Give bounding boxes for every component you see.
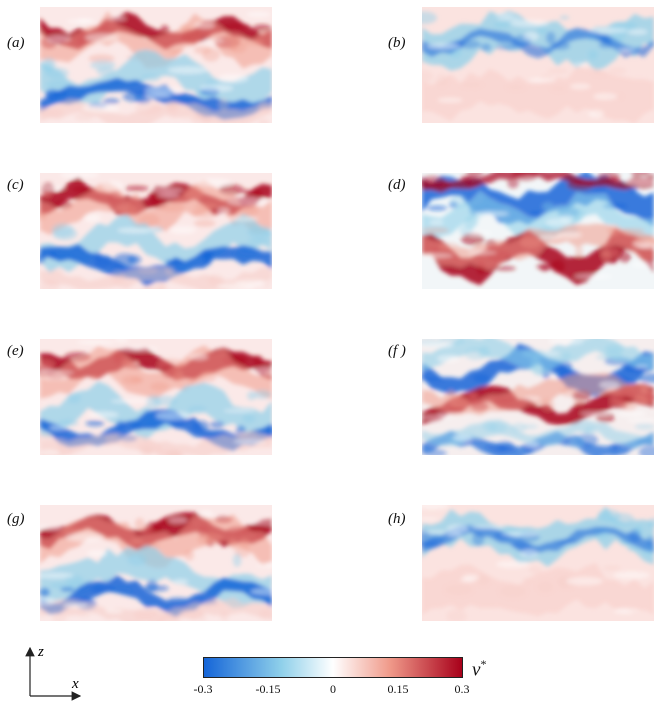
colorbar-title: v* [472,658,486,679]
panel-label-d: (d) [388,177,406,193]
colorbar-tick: 0.3 [454,682,470,696]
colorbar-tick: 0.15 [387,682,409,696]
z-axis-label: z [37,644,44,660]
panel-label-f: (f ) [388,343,406,359]
panel-label-b: (b) [388,35,406,51]
colorbar-tick: 0 [330,682,336,696]
velocity-field-e [40,339,272,455]
colorbar-superscript: * [480,657,487,671]
velocity-field-b [422,7,654,123]
x-axis-label: x [71,676,79,692]
velocity-field-f [422,339,654,455]
velocity-field-d [422,173,654,289]
panel-label-c: (c) [7,177,24,193]
velocity-field-a [40,7,272,123]
panel-label-h: (h) [388,511,406,527]
colorbar-variable: v [472,659,481,681]
colorbar-tick: -0.3 [193,682,213,696]
coordinate-axes: z x [25,644,82,701]
colorbar [203,657,463,678]
velocity-field-h [422,505,654,621]
velocity-field-g [40,505,272,621]
panel-label-e: (e) [7,343,24,359]
panel-label-g: (g) [7,511,25,527]
colorbar-tick: -0.15 [255,682,281,696]
velocity-field-c [40,173,272,289]
panel-label-a: (a) [7,35,25,51]
